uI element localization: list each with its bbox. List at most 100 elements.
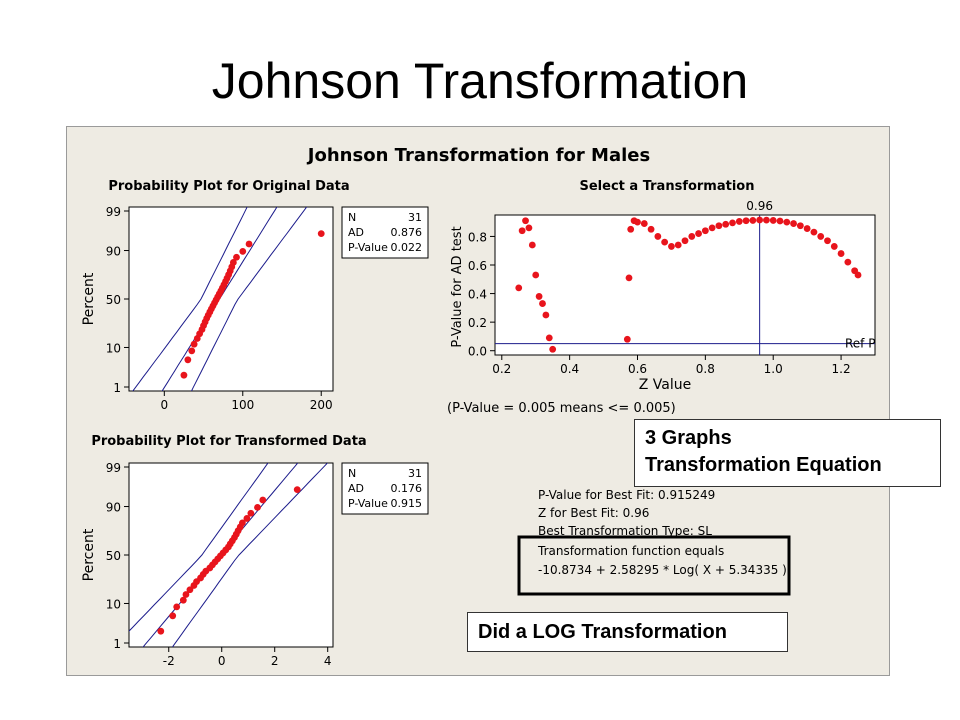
xtick-label: 1.2 [832,362,851,376]
confidence-band-left [132,207,248,391]
data-point [233,253,240,261]
data-point [854,271,862,279]
ytick-label: 50 [106,549,121,563]
data-point [182,591,190,598]
data-point [535,293,543,300]
ytick-label: 50 [106,293,121,307]
ytick-label: 1 [113,637,121,651]
xtick-label: 0.4 [560,362,579,376]
data-point [186,586,194,594]
transformed-data-probability-plot: Probability Plot for Transformed Data 1 1… [81,434,429,668]
data-point [229,259,237,266]
xtick-label: 0 [218,654,226,668]
ref-p-label: Ref P [845,337,875,351]
xtick-label: 0.2 [492,362,511,376]
select-plot-ylabel: P-Value for AD test [450,226,465,347]
transformed-plot-title: Probability Plot for Transformed Data [91,434,366,449]
xtick-label: -2 [163,654,175,668]
data-point [830,243,838,250]
data-point [844,258,852,266]
data-point [668,243,675,250]
data-point [776,217,784,225]
original-plot-area [128,206,334,392]
data-point [190,340,198,348]
select-plot-title: Select a Transformation [580,179,755,194]
xtick-label: 200 [310,398,333,412]
data-point [634,218,641,226]
ytick-label: 10 [106,597,121,611]
data-point [317,230,325,238]
data-point [803,225,811,232]
minitab-output-panel: Johnson Transformation for Males Probabi… [66,126,890,676]
data-point [238,519,246,527]
data-point [157,627,165,635]
data-point [674,241,682,249]
transformed-stats-box [341,462,429,515]
minitab-figure: Johnson Transformation for Males Probabi… [81,145,876,668]
data-point [539,300,546,307]
original-stats-box [341,206,429,259]
data-point [525,224,533,232]
xtick-label: 0 [160,398,168,412]
data-point [640,220,648,227]
stat-value: 31 [408,467,422,480]
data-point [817,233,825,240]
ytick-label: 0.2 [468,316,487,330]
data-point [259,496,267,504]
p-value-note: (P-Value = 0.005 means <= 0.005) [447,401,676,416]
data-point [549,345,557,353]
data-point [247,509,255,517]
callout-log-text: Did a LOG Transformation [478,621,727,643]
data-point [735,218,743,225]
ytick-label: 99 [106,461,121,475]
best-fit-p-value: P-Value for Best Fit: 0.915249 [538,488,715,502]
stat-label: P-Value [348,241,388,254]
data-point [180,371,188,379]
stat-value: 31 [408,211,422,224]
equation-highlight-box [517,535,791,596]
stat-value: 0.876 [391,226,423,239]
stat-label: AD [348,226,364,239]
stat-label: P-Value [348,497,388,510]
ytick-label: 0.8 [468,230,487,244]
original-data-probability-plot: Probability Plot for Original Data 1 10 50… [81,179,429,412]
data-point [715,222,723,230]
stat-value: 0.022 [391,241,423,254]
stat-label: AD [348,482,364,495]
data-point [796,222,804,230]
log-transformation-callout: Did a LOG Transformation [467,612,788,652]
ytick-label: 1 [113,381,121,395]
panel-title: Johnson Transformation for Males [306,145,650,166]
data-point [654,233,662,240]
data-point [293,486,301,494]
data-point [532,271,540,279]
data-point [661,238,669,246]
ytick-label: 90 [106,501,121,515]
xtick-label: 0.6 [628,362,647,376]
data-point [179,596,187,604]
slide-title: Johnson Transformation [211,53,749,109]
data-point [749,217,757,224]
data-point [729,219,736,227]
data-point [173,603,181,611]
original-plot-title: Probability Plot for Original Data [108,179,349,194]
data-point [528,241,536,249]
data-point [742,217,750,225]
xtick-label: 100 [231,398,254,412]
confidence-band-right [190,207,308,391]
data-point [688,233,696,240]
ytick-label: 10 [106,341,121,355]
data-point [810,228,818,236]
data-point [647,225,655,233]
xtick-label: 2 [271,654,279,668]
xtick-label: 0.8 [696,362,715,376]
data-point [695,230,702,237]
stat-value: 0.915 [391,497,423,510]
data-point [243,515,251,522]
confidence-band-right [171,463,329,647]
best-fit-type: Best Transformation Type: SL [538,524,712,538]
data-point [184,356,192,364]
data-point [515,284,523,292]
select-plot-xlabel: Z Value [639,377,692,393]
data-point [545,334,553,342]
